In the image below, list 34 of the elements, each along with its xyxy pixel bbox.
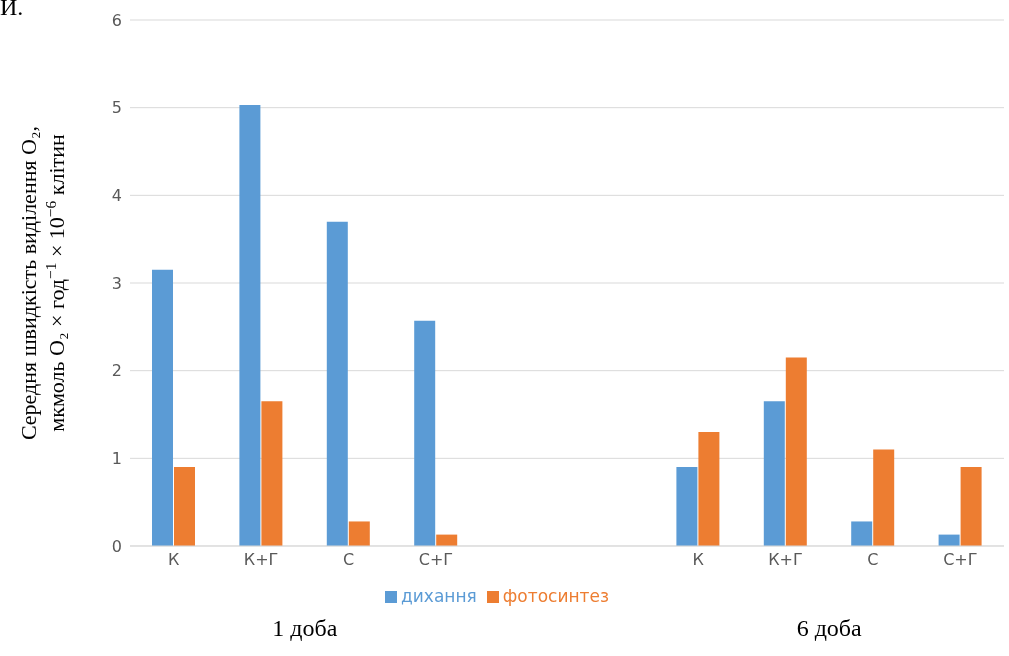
text: 1 доба [271,615,339,642]
x-tick-label: К+Г [768,550,803,570]
y-tick-label: 6 [111,10,122,30]
bar [676,467,698,546]
y-tick-label: 0 [111,536,122,556]
bar [326,221,348,546]
y-tick-label: 3 [111,273,122,293]
bar [414,320,436,546]
bar [785,357,807,546]
bar [152,269,173,546]
bar [763,401,785,546]
bar [174,467,195,546]
x-tick-label: К [692,550,705,570]
legend-label: фотосинтез [502,586,609,606]
text: И. [0,0,24,21]
y-tick-label: 1 [111,449,122,469]
bar [261,401,283,546]
y-tick-label: 4 [111,186,122,206]
bar [698,432,720,546]
legend-label: дихання [401,586,477,606]
x-tick-label: С [342,550,355,570]
y-tick-label: 2 [111,361,122,381]
y-tick-label: 5 [111,98,122,118]
bar [348,521,370,546]
bar [851,521,873,546]
x-tick-label: С+Г [943,550,978,570]
bar [873,449,895,546]
x-tick-label: С [867,550,879,570]
bar [239,105,261,546]
bar [960,467,982,546]
x-tick-label: К+Г [243,550,279,570]
x-tick-label: С+Г [418,550,454,570]
x-tick-label: К [168,550,181,570]
text: 6 доба [795,615,863,642]
